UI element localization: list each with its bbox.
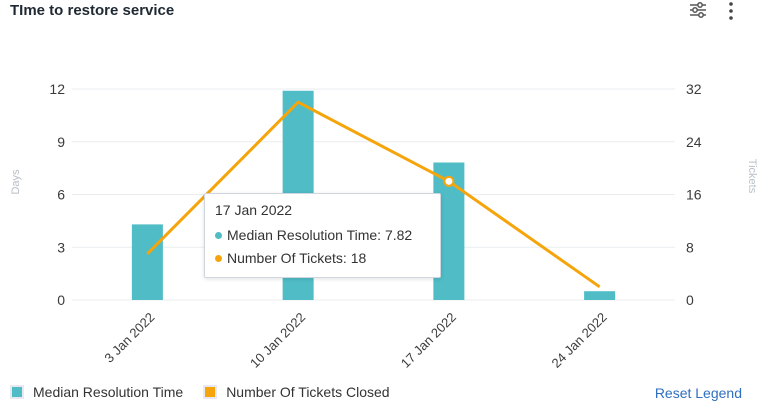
tooltip-row-tickets: Number Of Tickets: 18 (215, 250, 430, 266)
chart-tooltip: 17 Jan 2022 Median Resolution Time: 7.82… (204, 193, 441, 278)
y2-tick-label: 0 (686, 292, 694, 308)
tickets-line (146, 100, 601, 289)
tooltip-dot-tickets (215, 254, 222, 262)
legend-item-median[interactable]: Median Resolution Time (10, 384, 183, 400)
y-axis-title: Days (10, 169, 22, 195)
x-tick-label: 24 Jan 2022 (549, 310, 610, 371)
line-series (146, 100, 601, 289)
line-point-highlight[interactable] (443, 175, 455, 187)
filter-sliders-icon[interactable] (688, 0, 708, 20)
tooltip-dot-median (215, 231, 222, 239)
x-tick-label: 3 Jan 2022 (101, 310, 157, 366)
y2-tick-label: 24 (686, 134, 702, 150)
y-tick-label: 6 (57, 187, 65, 203)
y2-axis-title: Tickets (746, 159, 758, 194)
legend-swatch-median (10, 385, 24, 399)
legend-label-tickets: Number Of Tickets Closed (226, 384, 390, 400)
y-tick-label: 9 (57, 134, 65, 150)
y2-tick-label: 32 (686, 81, 702, 97)
chart-title: TIme to restore service (10, 2, 175, 19)
bar[interactable] (131, 224, 163, 300)
more-vertical-icon[interactable] (722, 0, 740, 22)
y-tick-label: 3 (57, 239, 65, 255)
legend-label-median: Median Resolution Time (33, 384, 184, 400)
y-tick-label: 0 (57, 292, 65, 308)
legend-item-tickets[interactable]: Number Of Tickets Closed (203, 384, 390, 400)
y-tick-label: 12 (49, 81, 65, 97)
tooltip-row-median: Median Resolution Time: 7.82 (215, 227, 430, 243)
x-tick-label: 17 Jan 2022 (398, 310, 459, 371)
tooltip-median-label: Median Resolution Time: 7.82 (227, 227, 413, 243)
y2-tick-label: 16 (686, 187, 702, 203)
tooltip-date: 17 Jan 2022 (215, 202, 293, 218)
chart-legend: Median Resolution Time Number Of Tickets… (10, 384, 410, 400)
tooltip-tickets-label: Number Of Tickets: 18 (227, 250, 367, 266)
y2-tick-label: 8 (686, 239, 694, 255)
combo-chart: 0 3 6 9 12 0 8 16 24 32 3 Jan 2022 10 Jan 2022 17 Ja… (10, 81, 758, 371)
legend-swatch-tickets (203, 385, 218, 399)
x-tick-label: 10 Jan 2022 (247, 310, 308, 371)
reset-legend-link[interactable]: Reset Legend (654, 385, 742, 401)
bar[interactable] (584, 291, 616, 300)
